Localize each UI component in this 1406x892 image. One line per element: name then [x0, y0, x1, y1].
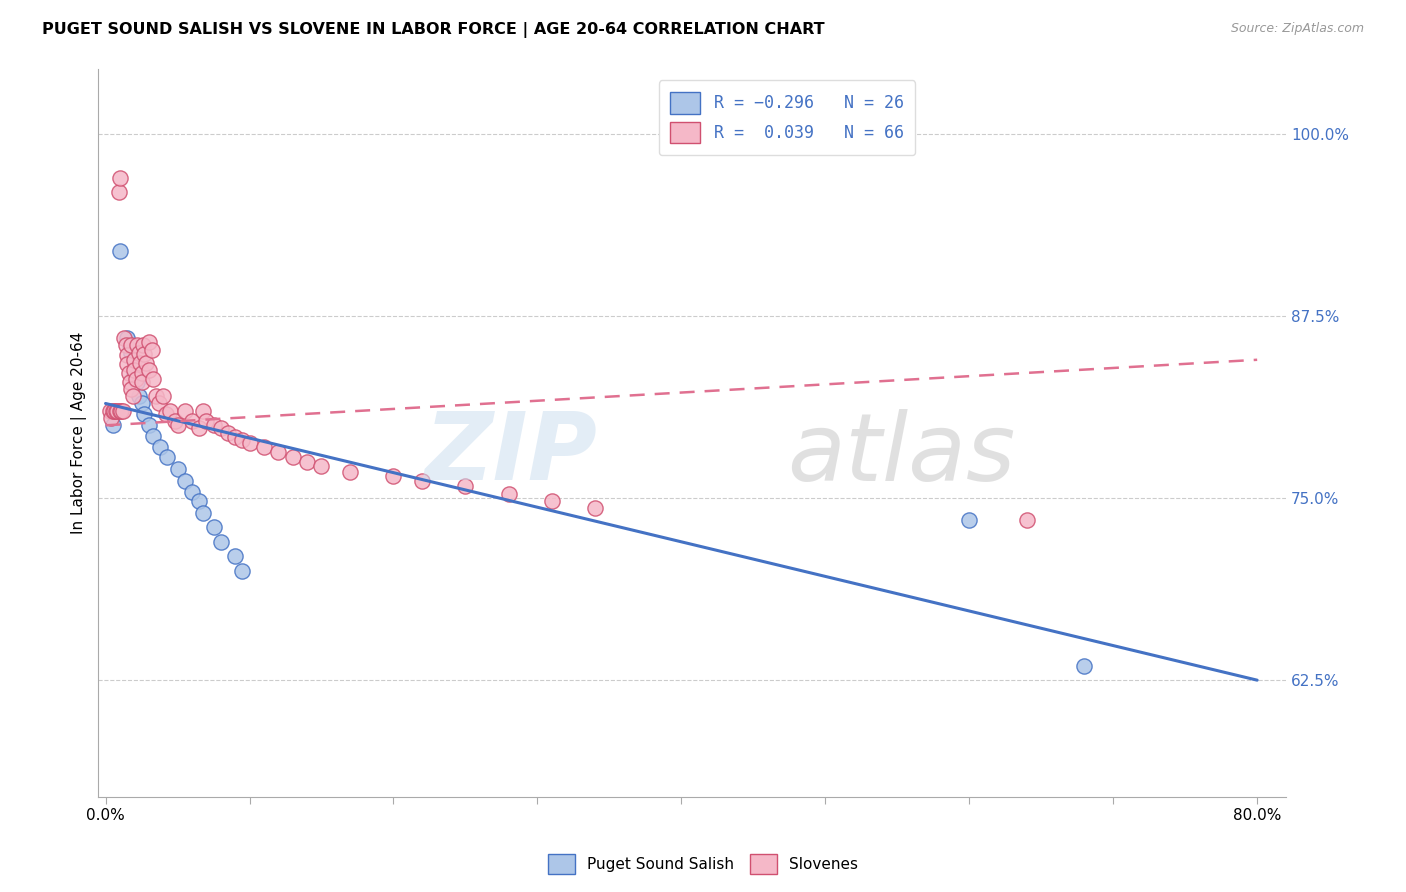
Point: [128, 389, 150, 403]
Point: [156, 450, 179, 465]
Point: [110, 403, 132, 417]
Point: [339, 465, 361, 479]
Point: [957, 513, 980, 527]
Point: [107, 186, 129, 200]
Point: [105, 403, 128, 417]
Y-axis label: In Labor Force | Age 20-64: In Labor Force | Age 20-64: [72, 332, 87, 533]
Point: [108, 403, 131, 417]
Point: [202, 520, 225, 534]
Point: [267, 444, 290, 458]
Point: [188, 421, 211, 435]
Point: [155, 407, 177, 421]
Point: [100, 411, 122, 425]
Point: [181, 485, 204, 500]
Point: [124, 368, 146, 382]
Text: ZIP: ZIP: [425, 409, 598, 500]
Point: [142, 372, 165, 386]
Point: [217, 425, 239, 440]
Point: [115, 331, 138, 345]
Point: [295, 455, 318, 469]
Point: [134, 347, 156, 361]
Point: [152, 389, 174, 403]
Point: [540, 494, 562, 508]
Point: [209, 534, 232, 549]
Point: [193, 403, 215, 417]
Point: [202, 418, 225, 433]
Point: [145, 389, 167, 403]
Point: [159, 403, 181, 417]
Point: [118, 375, 141, 389]
Point: [131, 366, 153, 380]
Point: [411, 474, 433, 488]
Point: [141, 343, 163, 357]
Point: [138, 335, 160, 350]
Point: [103, 403, 125, 417]
Point: [129, 356, 152, 370]
Point: [498, 487, 520, 501]
Point: [138, 363, 160, 377]
Point: [120, 338, 142, 352]
Point: [148, 396, 170, 410]
Point: [114, 338, 136, 352]
Point: [193, 506, 215, 520]
Point: [112, 331, 135, 345]
Point: [117, 366, 139, 380]
Point: [135, 356, 157, 370]
Point: [224, 430, 246, 444]
Text: PUGET SOUND SALISH VS SLOVENE IN LABOR FORCE | AGE 20-64 CORRELATION CHART: PUGET SOUND SALISH VS SLOVENE IN LABOR F…: [42, 22, 825, 38]
Point: [138, 418, 160, 433]
Point: [124, 352, 146, 367]
Point: [583, 501, 606, 516]
Point: [454, 479, 477, 493]
Point: [311, 459, 333, 474]
Point: [173, 403, 195, 417]
Point: [108, 170, 131, 185]
Point: [118, 338, 141, 352]
Point: [128, 345, 150, 359]
Point: [253, 440, 276, 454]
Point: [181, 414, 204, 428]
Point: [149, 440, 172, 454]
Point: [132, 338, 155, 352]
Point: [98, 403, 121, 417]
Point: [108, 244, 131, 258]
Point: [195, 414, 218, 428]
Point: [115, 357, 138, 371]
Point: [231, 564, 253, 578]
Point: [238, 435, 260, 450]
Point: [224, 549, 246, 564]
Point: [131, 396, 153, 410]
Point: [101, 418, 124, 433]
Point: [134, 407, 156, 421]
Point: [163, 414, 186, 428]
Point: [1073, 658, 1095, 673]
Point: [131, 375, 153, 389]
Point: [104, 403, 127, 417]
Point: [122, 389, 145, 403]
Point: [281, 450, 304, 465]
Text: Source: ZipAtlas.com: Source: ZipAtlas.com: [1230, 22, 1364, 36]
Point: [124, 363, 146, 377]
Point: [125, 372, 148, 386]
Point: [120, 345, 142, 359]
Point: [115, 348, 138, 362]
Point: [231, 433, 253, 447]
Legend: R = −0.296   N = 26, R =  0.039   N = 66: R = −0.296 N = 26, R = 0.039 N = 66: [659, 80, 915, 155]
Point: [188, 494, 211, 508]
Point: [124, 352, 146, 367]
Point: [209, 421, 232, 435]
Point: [120, 382, 142, 396]
Point: [1015, 513, 1038, 527]
Point: [101, 403, 124, 417]
Point: [111, 403, 134, 417]
Point: [166, 418, 188, 433]
Point: [127, 375, 149, 389]
Point: [173, 474, 195, 488]
Point: [142, 428, 165, 442]
Legend: Puget Sound Salish, Slovenes: Puget Sound Salish, Slovenes: [541, 848, 865, 880]
Point: [382, 469, 405, 483]
Point: [166, 462, 188, 476]
Point: [127, 338, 149, 352]
Text: atlas: atlas: [787, 409, 1015, 500]
